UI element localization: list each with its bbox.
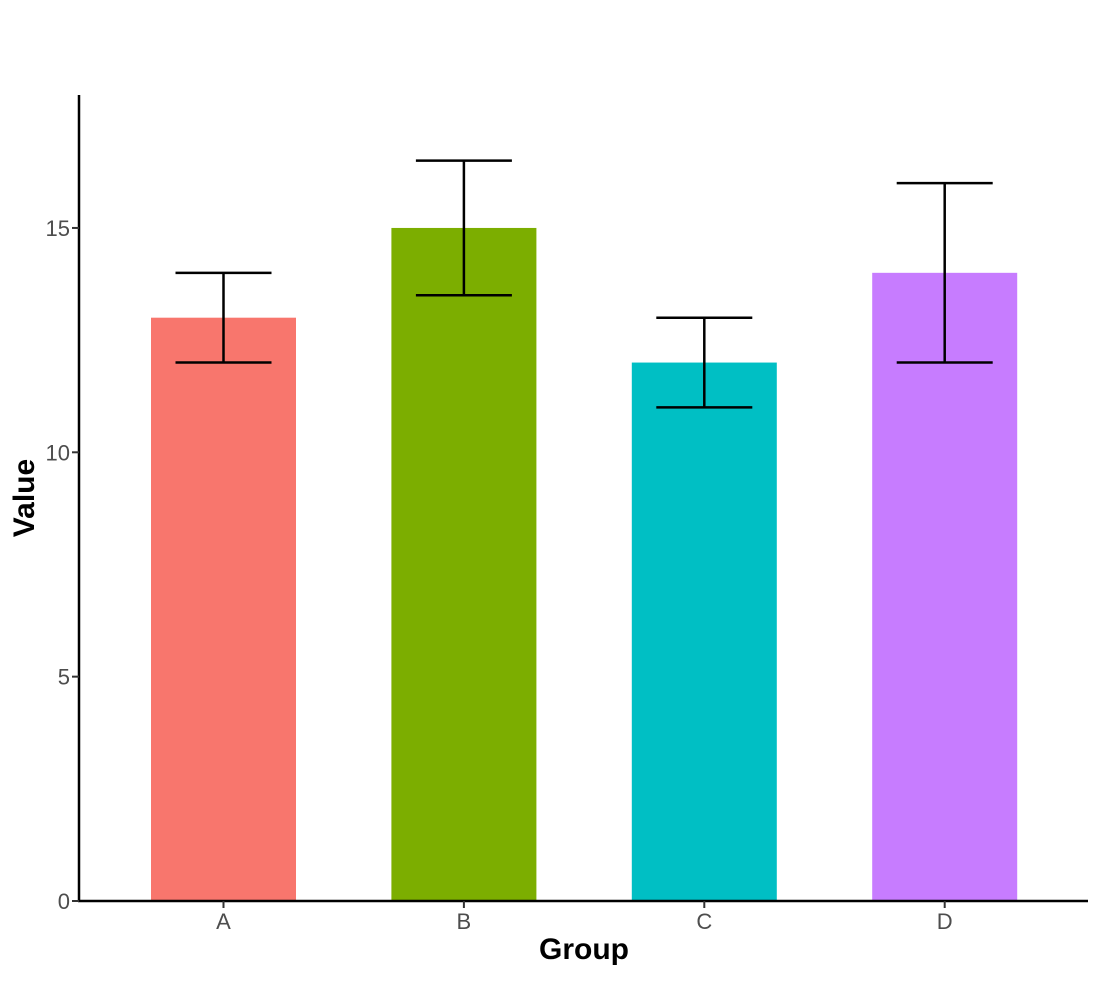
bar-d (872, 272, 1018, 901)
x-tick-label: B (457, 909, 472, 934)
y-axis-title: Value (8, 459, 41, 537)
bar-b (391, 227, 537, 901)
y-tick-label: 10 (46, 440, 70, 465)
bar-a (151, 317, 296, 901)
error-bar-d (896, 181, 993, 364)
x-axis-title: Group (539, 933, 629, 966)
y-tick-label: 5 (58, 665, 70, 690)
error-bar-a (175, 271, 272, 364)
x-ticks-layer: A B C D (216, 901, 953, 934)
y-ticks-layer: 0 5 10 15 (46, 216, 79, 914)
error-bar-b (415, 159, 512, 297)
error-bar-c (656, 316, 753, 409)
error-bars-layer (175, 159, 993, 409)
x-tick-label: C (696, 909, 712, 934)
axes-layer (77, 95, 1088, 903)
bars-layer (151, 227, 1018, 901)
bar-c (631, 362, 777, 901)
x-tick-label: D (937, 909, 953, 934)
x-tick-label: A (216, 909, 231, 934)
y-tick-label: 0 (58, 889, 70, 914)
y-tick-label: 15 (46, 216, 70, 241)
